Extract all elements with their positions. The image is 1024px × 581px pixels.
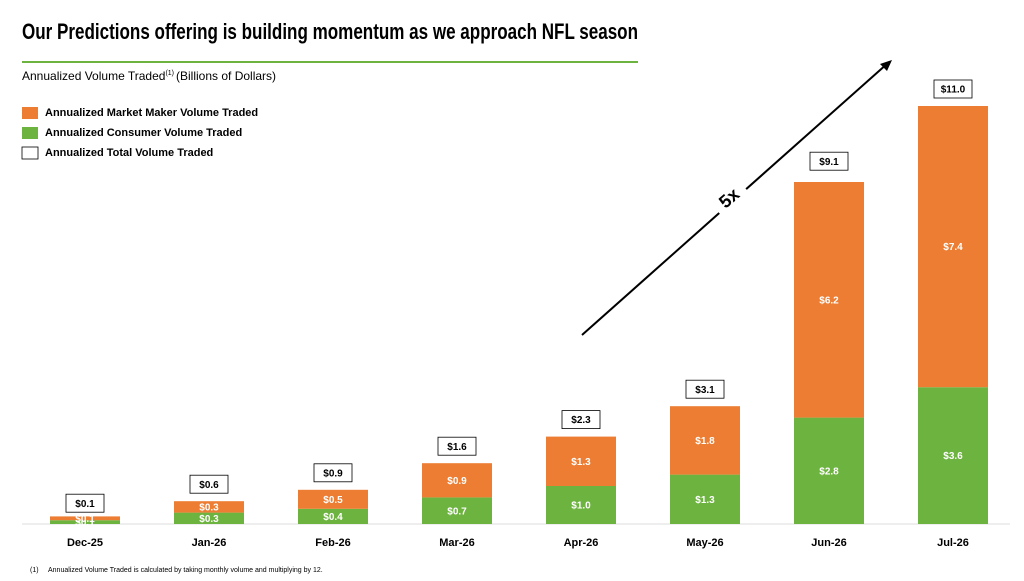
total-box [685,379,725,399]
bar-segment [174,512,244,524]
value-label: $0.4 [323,512,343,523]
legend-label: Annualized Consumer Volume Traded [45,127,242,139]
x-tick-label: Dec-25 [67,537,103,549]
value-label: $0.3 [199,503,219,514]
value-label: $7.4 [943,242,963,253]
total-label: $0.9 [323,468,343,479]
bar-segment [422,497,492,524]
total-box [933,79,973,99]
bar-segment [546,486,616,524]
bar-segment [670,474,740,524]
arrow-head [880,60,892,71]
legend-swatch [22,107,38,119]
bar-segment [298,508,368,524]
total-box [65,493,105,513]
x-tick-label: Jan-26 [192,537,227,549]
value-label: $1.8 [695,436,715,447]
bar-segment [298,489,368,509]
total-box [809,151,849,171]
legend-swatch [21,146,39,160]
subtitle-units: (Billions of Dollars) [176,69,276,83]
chart-title: Our Predictions offering is building mom… [22,19,638,44]
total-label: $9.1 [819,157,839,168]
total-label: $0.1 [75,499,95,510]
x-tick-label: Jul-26 [937,537,969,549]
legend-label: Annualized Total Volume Traded [45,147,213,159]
bar-segment [794,417,864,524]
legend-label: Annualized Market Maker Volume Traded [45,107,258,119]
value-label: $0.1 [75,514,95,525]
value-label: $3.6 [943,451,963,462]
total-box [189,474,229,494]
total-label: $0.6 [199,480,219,491]
chart-subtitle: Annualized Volume Traded(1) (Billions of … [22,69,276,83]
legend-swatch [22,127,38,139]
bar-segment [546,436,616,486]
bar-segment [794,182,864,418]
value-label: $0.1 [75,518,95,529]
bar-segment [918,387,988,524]
total-label: $1.6 [447,442,467,453]
total-label: $11.0 [941,85,966,96]
total-box [561,410,601,430]
x-tick-label: May-26 [686,537,723,549]
x-tick-label: Apr-26 [564,537,599,549]
bar-segment [918,106,988,388]
total-box [313,463,353,483]
total-label: $3.1 [695,385,715,396]
value-label: $1.0 [571,501,591,512]
x-tick-label: Feb-26 [315,537,350,549]
value-label: $2.8 [819,466,839,477]
value-label: $6.2 [819,295,839,306]
footnote: Annualized Volume Traded is calculated b… [48,567,323,574]
x-tick-label: Mar-26 [439,537,474,549]
total-box [437,436,477,456]
bar-segment [50,516,120,521]
annotation-bg [707,175,753,221]
x-tick-label: Jun-26 [811,537,846,549]
subtitle-note: (1) [165,70,174,77]
total-label: $2.3 [571,415,591,426]
value-label: $0.7 [447,506,467,517]
bar-segment [50,520,120,524]
value-label: $1.3 [571,457,591,468]
value-label: $0.3 [199,514,219,525]
value-label: $0.9 [447,476,467,487]
value-label: $0.5 [323,495,343,506]
subtitle-text: Annualized Volume Traded [22,69,165,83]
value-label: $1.3 [695,495,715,506]
bar-segment [670,406,740,475]
bar-segment [174,501,244,513]
bar-segment [422,463,492,498]
footnote-marker: (1) [30,567,39,574]
